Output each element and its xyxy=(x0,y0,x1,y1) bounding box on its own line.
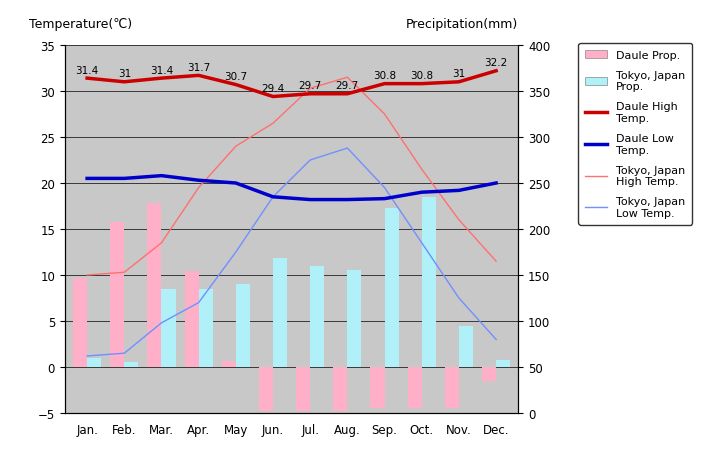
Bar xyxy=(333,367,347,411)
Text: 30.8: 30.8 xyxy=(373,71,396,81)
Text: 29.4: 29.4 xyxy=(261,84,284,94)
Bar xyxy=(445,367,459,409)
Bar xyxy=(222,361,236,367)
Bar xyxy=(199,289,213,367)
Bar xyxy=(259,367,273,411)
Text: 32.2: 32.2 xyxy=(485,58,508,68)
Bar xyxy=(125,363,138,367)
Bar xyxy=(422,197,436,367)
Text: 31.4: 31.4 xyxy=(150,66,173,75)
Bar xyxy=(236,285,250,367)
Bar xyxy=(273,259,287,367)
Text: Precipitation(mm): Precipitation(mm) xyxy=(406,18,518,31)
Bar xyxy=(148,204,161,367)
Text: 31.7: 31.7 xyxy=(187,63,210,73)
Bar xyxy=(496,360,510,367)
Text: Temperature(℃): Temperature(℃) xyxy=(29,18,132,31)
Bar xyxy=(296,367,310,411)
Bar xyxy=(73,278,87,367)
Text: 31.4: 31.4 xyxy=(76,66,99,75)
Text: 30.7: 30.7 xyxy=(224,72,248,82)
Bar xyxy=(482,367,496,381)
Bar xyxy=(384,208,399,367)
Text: 29.7: 29.7 xyxy=(299,81,322,91)
Bar xyxy=(459,326,473,367)
Bar xyxy=(161,289,176,367)
Bar xyxy=(310,266,324,367)
Text: 31: 31 xyxy=(452,69,466,79)
Bar xyxy=(370,367,384,409)
Bar xyxy=(347,271,361,367)
Bar xyxy=(408,367,422,409)
Bar xyxy=(110,222,125,367)
Text: 29.7: 29.7 xyxy=(336,81,359,91)
Bar xyxy=(87,358,102,367)
Text: 31: 31 xyxy=(117,69,131,79)
Bar xyxy=(184,272,199,367)
Text: 30.8: 30.8 xyxy=(410,71,433,81)
Legend: Daule Prop., Tokyo, Japan
Prop., Daule High
Temp., Daule Low
Temp., Tokyo, Japan: Daule Prop., Tokyo, Japan Prop., Daule H… xyxy=(578,44,692,225)
